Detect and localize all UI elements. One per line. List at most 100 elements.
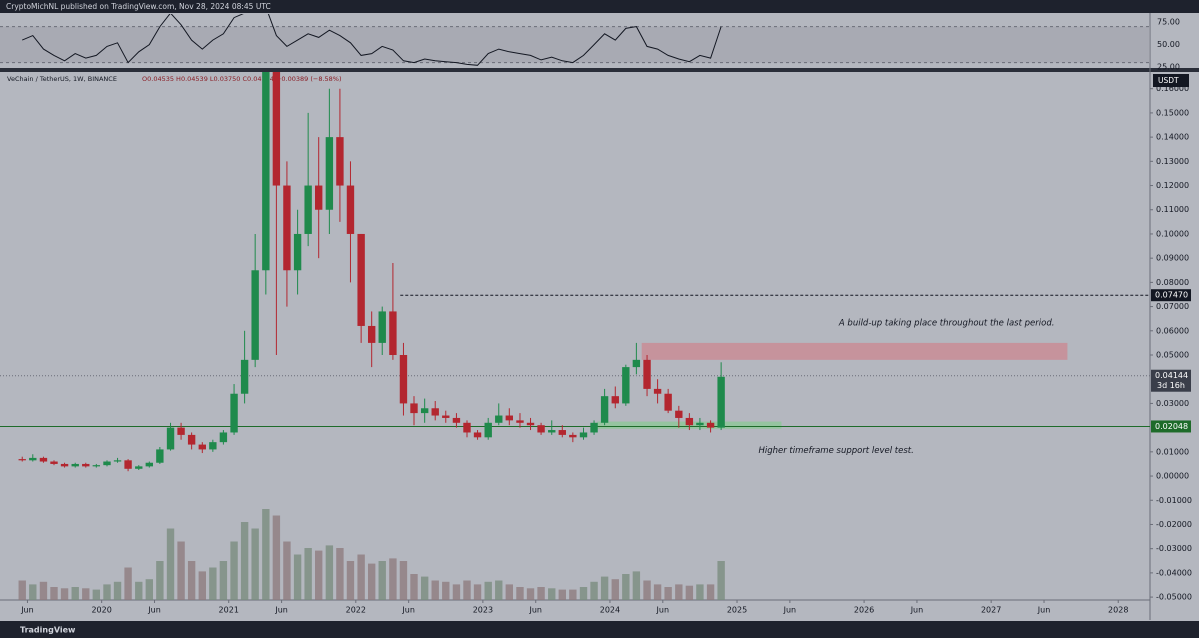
rsi-pane	[0, 14, 1150, 66]
candle-body	[283, 185, 291, 271]
volume-bar	[251, 528, 259, 600]
y-tick-label: 0.05000	[1156, 351, 1189, 360]
candle-body	[187, 434, 196, 445]
volume-bar	[145, 579, 154, 600]
y-tick-label: 0.15000	[1156, 108, 1189, 117]
candle-body	[315, 185, 323, 210]
rsi-tick-label: 75.00	[1157, 18, 1180, 27]
candle-body	[611, 396, 619, 404]
y-tick-label: -0.03000	[1156, 544, 1192, 553]
candle-body	[29, 457, 37, 461]
volume-bar	[135, 581, 143, 600]
volume-bar	[600, 576, 609, 600]
volume-bar	[558, 589, 566, 600]
candle-body	[272, 72, 281, 186]
volume-bar	[156, 561, 164, 600]
x-tick-label: 2025	[727, 606, 747, 615]
volume-bar	[548, 588, 556, 600]
candle-body	[135, 466, 143, 469]
currency: USDT	[1158, 76, 1179, 85]
rsi-line	[22, 14, 722, 66]
volume-bar	[272, 515, 281, 600]
volume-bar	[452, 584, 461, 600]
candle-body	[685, 417, 694, 426]
candle-body	[495, 415, 503, 423]
candle-body	[240, 359, 249, 394]
candle-body	[558, 430, 566, 435]
volume-bar	[611, 579, 619, 600]
ohlc-readout: O0.04535 H0.04539 L0.03750 C0.04144 −0.0…	[142, 75, 342, 83]
y-tick-label: 0.08000	[1156, 278, 1189, 287]
volume-bar	[124, 567, 132, 600]
volume-bar	[60, 588, 69, 600]
x-tick-label: Jun	[910, 606, 924, 615]
y-tick-label: 0.01000	[1156, 447, 1189, 456]
x-tick-label: 2023	[473, 606, 493, 615]
y-tick-label: -0.02000	[1156, 520, 1192, 529]
candle-body	[92, 465, 101, 467]
logo: TradingView	[20, 626, 76, 635]
volume-bar	[463, 580, 471, 600]
y-tick-label: 0.13000	[1156, 157, 1189, 166]
candle-body	[389, 311, 397, 356]
y-tick-label: 0.14000	[1156, 133, 1189, 142]
rsi-tick-label: 25.00	[1157, 63, 1180, 72]
volume-bar	[187, 561, 196, 600]
volume-bar	[675, 584, 683, 600]
candle-body	[262, 72, 270, 271]
x-tick-label: 2020	[91, 606, 111, 615]
candle-body	[696, 422, 704, 426]
candle-body	[526, 422, 535, 426]
candle-body	[304, 185, 312, 234]
candle-body	[664, 393, 672, 411]
candle-body	[82, 463, 90, 467]
volume-bar	[643, 580, 651, 600]
volume-bar	[304, 548, 312, 600]
header-bar	[0, 0, 1199, 13]
volume-bar	[283, 541, 291, 600]
x-tick-label: Jun	[147, 606, 161, 615]
candle-body	[653, 388, 662, 394]
x-tick-label: Jun	[1037, 606, 1051, 615]
volume-bar	[325, 545, 334, 600]
y-tick-label: -0.01000	[1156, 496, 1192, 505]
y-tick-label: 0.03000	[1156, 399, 1189, 408]
volume-bar	[346, 561, 355, 600]
candle-body	[548, 430, 556, 433]
volume-bar	[293, 554, 302, 600]
candle-body	[590, 422, 598, 433]
volume-bar	[484, 581, 492, 600]
candle-body	[632, 359, 641, 368]
volume-bar	[505, 584, 513, 600]
y-tick-label: 0.10000	[1156, 229, 1189, 238]
volume-bar	[526, 588, 535, 600]
candle-body	[706, 422, 715, 428]
volume-bar	[431, 580, 439, 600]
candle-body	[675, 410, 683, 418]
volume-bar	[209, 567, 217, 600]
last-price-label: 0.04144	[1155, 371, 1188, 380]
rsi-tick-label: 50.00	[1157, 40, 1180, 49]
candle-body	[39, 457, 48, 462]
candle-body	[18, 459, 26, 461]
candle-body	[124, 460, 132, 469]
main-pane	[0, 72, 1150, 600]
x-tick-label: Jun	[656, 606, 670, 615]
candle-body	[463, 422, 471, 433]
candle-body	[452, 417, 461, 423]
y-tick-label: 0.09000	[1156, 254, 1189, 263]
x-tick-label: 2021	[219, 606, 239, 615]
candle-body	[367, 325, 376, 343]
volume-bar	[420, 576, 429, 600]
level-label: 0.02048	[1155, 422, 1188, 431]
volume-bar	[336, 548, 344, 600]
candle-body	[516, 420, 524, 423]
x-tick-label: 2026	[854, 606, 874, 615]
level-box	[1151, 289, 1191, 302]
zone	[641, 342, 1068, 360]
x-tick-label: Jun	[783, 606, 797, 615]
x-tick-label: Jun	[274, 606, 288, 615]
volume-bar	[378, 561, 386, 600]
candle-body	[50, 461, 58, 464]
